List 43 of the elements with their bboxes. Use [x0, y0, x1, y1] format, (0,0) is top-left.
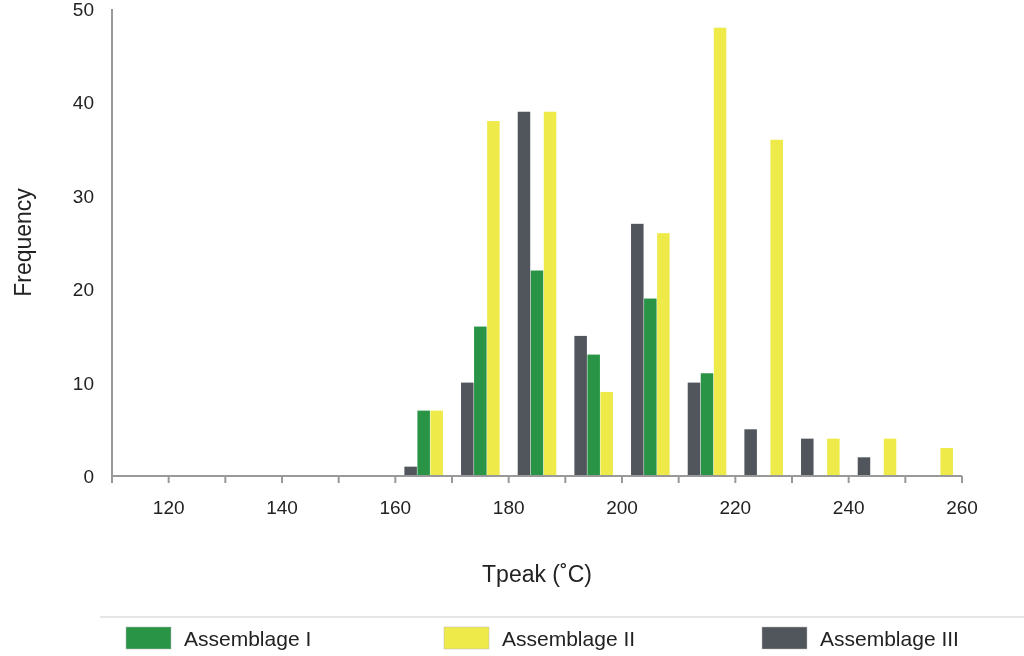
bar	[940, 447, 953, 476]
bar	[657, 233, 670, 476]
bar	[883, 438, 897, 476]
bar	[744, 429, 757, 476]
bar	[474, 326, 487, 476]
bar	[417, 410, 430, 476]
y-tick-label: 30	[72, 185, 94, 207]
y-axis-title: Frequency	[10, 187, 36, 297]
bar	[487, 121, 500, 476]
x-tick-label: 220	[719, 497, 752, 518]
y-tick-label: 10	[72, 372, 94, 394]
y-tick-label: 50	[72, 0, 94, 20]
bar	[587, 354, 600, 476]
x-axis-title: Tpeak (˚C)	[482, 561, 592, 587]
y-tick-label: 0	[83, 466, 94, 487]
x-tick-label: 160	[379, 497, 412, 518]
bar	[770, 139, 783, 476]
bar	[700, 373, 714, 476]
bar	[543, 111, 557, 476]
x-tick-label: 120	[152, 497, 185, 518]
bar	[713, 27, 727, 476]
bar	[574, 335, 587, 476]
x-tick-label: 240	[832, 497, 865, 518]
x-tick-label: 200	[606, 497, 638, 518]
bar	[827, 438, 840, 476]
bar	[517, 111, 531, 476]
legend-label: Assemblage I	[184, 627, 312, 650]
bar	[857, 457, 871, 476]
bar	[600, 391, 613, 476]
y-tick-label: 20	[72, 279, 94, 301]
x-tick-label: 180	[492, 497, 525, 518]
bar	[644, 298, 657, 476]
legend-label: Assemblage III	[820, 627, 959, 650]
bar	[687, 382, 701, 476]
bar	[631, 223, 644, 476]
y-tick-label: 40	[72, 92, 94, 114]
bar	[430, 410, 443, 476]
legend-label: Assemblage II	[502, 627, 636, 650]
x-tick-label: 140	[266, 497, 298, 518]
bar	[801, 438, 814, 476]
x-tick-label: 260	[946, 497, 978, 518]
bar	[461, 382, 474, 476]
bar	[530, 270, 544, 476]
